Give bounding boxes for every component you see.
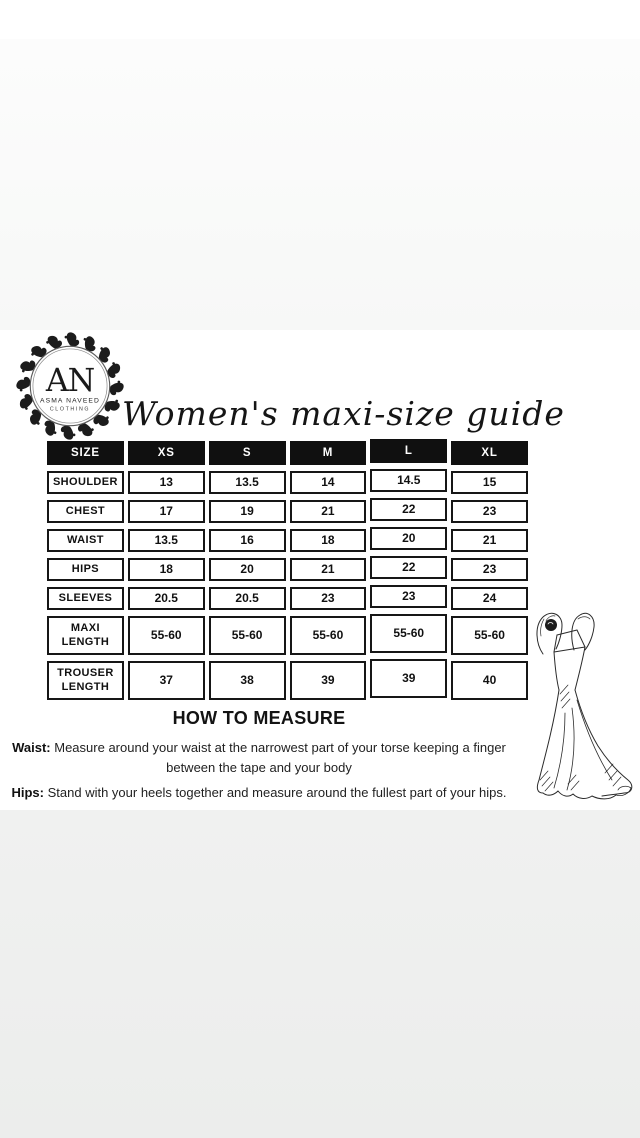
size-value-cell: 20 bbox=[208, 558, 286, 581]
wreath-ornament-icon bbox=[16, 332, 124, 440]
measurement-row-label: CHEST bbox=[47, 500, 124, 523]
size-value-cell: 19 bbox=[208, 500, 286, 523]
waist-instruction: Waist: Measure around your waist at the … bbox=[8, 738, 510, 777]
size-column-header-l: L bbox=[370, 439, 448, 463]
size-column-header-s: S bbox=[208, 441, 286, 465]
size-value-cell: 14.5 bbox=[370, 469, 448, 492]
size-value-cell: 23 bbox=[370, 585, 448, 608]
size-table: SIZE XS S M L XL SHOULDER 13 13.5 14 14.5 15 CHEST 17… bbox=[47, 439, 528, 700]
size-value-cell: 55-60 bbox=[208, 616, 286, 655]
measurement-row-label: WAIST bbox=[47, 529, 124, 552]
size-value-cell: 21 bbox=[289, 558, 367, 581]
size-value-cell: 23 bbox=[451, 558, 528, 581]
size-value-cell: 18 bbox=[289, 529, 367, 552]
size-value-cell: 13.5 bbox=[208, 471, 286, 494]
size-value-cell: 38 bbox=[208, 661, 286, 700]
size-value-cell: 20 bbox=[370, 527, 448, 550]
size-value-cell: 22 bbox=[370, 498, 448, 521]
size-value-cell: 23 bbox=[289, 587, 367, 610]
size-value-cell: 55-60 bbox=[370, 614, 448, 653]
hips-instruction-label: Hips: bbox=[11, 785, 44, 800]
size-value-cell: 24 bbox=[451, 587, 528, 610]
waist-instruction-label: Waist: bbox=[12, 740, 51, 755]
logo-inner-circle bbox=[32, 348, 108, 424]
how-to-measure-section: HOW TO MEASURE Waist: Measure around you… bbox=[8, 708, 510, 809]
size-value-cell: 39 bbox=[289, 661, 367, 700]
size-column-header-m: M bbox=[289, 441, 367, 465]
measurement-row-label: HIPS bbox=[47, 558, 124, 581]
maxi-dress-sketch-icon bbox=[536, 612, 633, 800]
background-top bbox=[0, 0, 640, 39]
size-value-cell: 37 bbox=[127, 661, 205, 700]
size-value-cell: 14 bbox=[289, 471, 367, 494]
logo-outer-circle bbox=[29, 345, 111, 427]
brand-logo: AN ASMA NAVEED CLOTHING bbox=[16, 332, 124, 440]
size-table-corner-header: SIZE bbox=[47, 441, 124, 465]
size-value-cell: 55-60 bbox=[289, 616, 367, 655]
maxi-dress-illustration bbox=[536, 612, 633, 800]
size-value-cell: 20.5 bbox=[208, 587, 286, 610]
size-value-cell: 55-60 bbox=[127, 616, 205, 655]
size-value-cell: 13 bbox=[127, 471, 205, 494]
size-value-cell: 21 bbox=[451, 529, 528, 552]
size-value-cell: 20.5 bbox=[127, 587, 205, 610]
size-column-header-xs: XS bbox=[127, 441, 205, 465]
measurement-row-label: MAXI LENGTH bbox=[47, 616, 124, 655]
size-value-cell: 18 bbox=[127, 558, 205, 581]
size-value-cell: 13.5 bbox=[127, 529, 205, 552]
measurement-row-label: SLEEVES bbox=[47, 587, 124, 610]
size-value-cell: 55-60 bbox=[451, 616, 528, 655]
size-value-cell: 39 bbox=[370, 659, 448, 698]
size-guide-sheet: AN ASMA NAVEED CLOTHING Women's maxi-siz… bbox=[0, 330, 640, 810]
size-value-cell: 40 bbox=[451, 661, 528, 700]
page-title: Women's maxi-size guide bbox=[122, 394, 565, 433]
how-to-measure-heading: HOW TO MEASURE bbox=[172, 708, 346, 728]
logo-brand-name: ASMA NAVEED bbox=[40, 397, 100, 404]
measurement-row-label: SHOULDER bbox=[47, 471, 124, 494]
size-value-cell: 15 bbox=[451, 471, 528, 494]
logo-monogram: AN bbox=[45, 363, 95, 399]
background-upper bbox=[0, 39, 640, 330]
background-bottom bbox=[0, 810, 640, 1138]
size-column-header-xl: XL bbox=[451, 441, 528, 465]
measurement-row-label: TROUSER LENGTH bbox=[47, 661, 124, 700]
waist-instruction-text: Measure around your waist at the narrowe… bbox=[54, 740, 506, 775]
size-value-cell: 21 bbox=[289, 500, 367, 523]
size-value-cell: 16 bbox=[208, 529, 286, 552]
hips-instruction-text: Stand with your heels together and measu… bbox=[47, 785, 507, 800]
size-value-cell: 23 bbox=[451, 500, 528, 523]
size-value-cell: 17 bbox=[127, 500, 205, 523]
logo-brand-subtitle: CLOTHING bbox=[50, 406, 90, 412]
hips-instruction: Hips: Stand with your heels together and… bbox=[8, 783, 510, 803]
size-value-cell: 22 bbox=[370, 556, 448, 579]
